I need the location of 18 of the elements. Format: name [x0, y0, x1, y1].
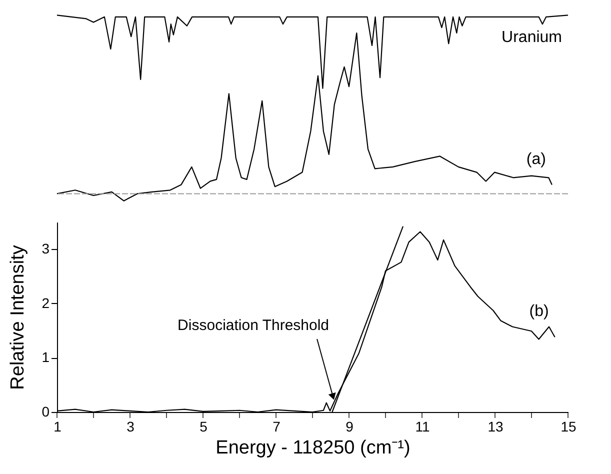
- annotation: Dissociation Threshold: [178, 316, 330, 334]
- y-tick-label: 1: [42, 349, 50, 366]
- x-axis-title: Energy - 118250 (cm⁻¹): [216, 438, 410, 458]
- x-tick-label: 9: [346, 418, 354, 434]
- series-label: (b): [529, 303, 549, 320]
- x-tick-label: 3: [126, 418, 135, 434]
- x-tick-label: 15: [560, 418, 576, 434]
- y-axis-title: Relative Intensity: [8, 244, 29, 390]
- x-tick-label: 7: [272, 418, 281, 434]
- series-label: (a): [526, 150, 546, 168]
- x-tick-label: 11: [415, 418, 430, 434]
- y-tick-label: 0: [42, 404, 50, 420]
- x-tick-label: 13: [488, 418, 504, 434]
- y-tick-label: 2: [42, 294, 50, 311]
- series-label: Uranium: [502, 29, 562, 46]
- y-tick-label: 3: [42, 240, 50, 257]
- x-tick-label: 5: [200, 418, 208, 434]
- x-tick-label: 1: [54, 418, 62, 434]
